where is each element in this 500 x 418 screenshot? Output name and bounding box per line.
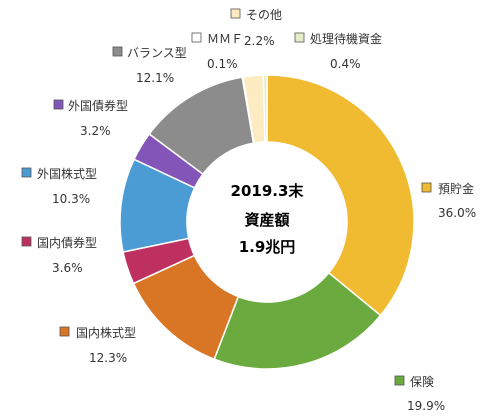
slice-name-3: 国内債券型 xyxy=(37,235,97,250)
legend-swatch-7 xyxy=(191,32,202,43)
slice-name-4: 外国株式型 xyxy=(37,166,97,181)
slice-labels: 預貯金 36.0% 保険 19.9% 国内株式型 12.3% 国内債券型 3.6% 外国株式型 1… xyxy=(21,8,476,413)
donut-center: 2019.3末 資産額 1.9兆円 xyxy=(231,182,305,256)
legend-swatch-6 xyxy=(112,46,123,57)
slice-value-2: 12.3% xyxy=(89,351,127,365)
legend-swatch-5 xyxy=(53,99,64,110)
slice-value-7: 0.1% xyxy=(207,57,238,71)
legend-swatch-3 xyxy=(21,236,32,247)
slice-name-8: その他 xyxy=(246,8,282,22)
slice-value-1: 19.9% xyxy=(407,399,445,413)
slice-name-0: 預貯金 xyxy=(438,181,474,196)
slice-name-7: ＭＭＦ xyxy=(207,32,243,46)
slice-value-8: 2.2% xyxy=(244,34,275,48)
donut-hole xyxy=(187,142,347,302)
slice-name-9: 処理待機資金 xyxy=(310,31,382,46)
slice-name-5: 外国債券型 xyxy=(68,98,128,113)
slice-value-0: 36.0% xyxy=(438,206,476,220)
center-line-1: 2019.3末 xyxy=(231,182,305,200)
legend-swatch-0 xyxy=(421,182,432,193)
slice-value-5: 3.2% xyxy=(80,124,111,138)
slice-value-4: 10.3% xyxy=(52,192,90,206)
slice-value-6: 12.1% xyxy=(136,71,174,85)
center-line-3: 1.9兆円 xyxy=(239,238,296,256)
slice-value-9: 0.4% xyxy=(330,57,361,71)
legend-swatch-9 xyxy=(294,32,305,43)
legend-swatch-4 xyxy=(21,167,32,178)
slice-name-6: バランス型 xyxy=(127,46,187,60)
legend-swatch-2 xyxy=(59,326,70,337)
legend-swatch-8 xyxy=(230,8,241,19)
legend-swatch-1 xyxy=(394,375,405,386)
slice-value-3: 3.6% xyxy=(52,261,83,275)
slice-name-1: 保険 xyxy=(410,375,434,389)
slice-name-2: 国内株式型 xyxy=(76,325,136,340)
center-line-2: 資産額 xyxy=(244,211,289,229)
donut-slices xyxy=(119,74,415,370)
